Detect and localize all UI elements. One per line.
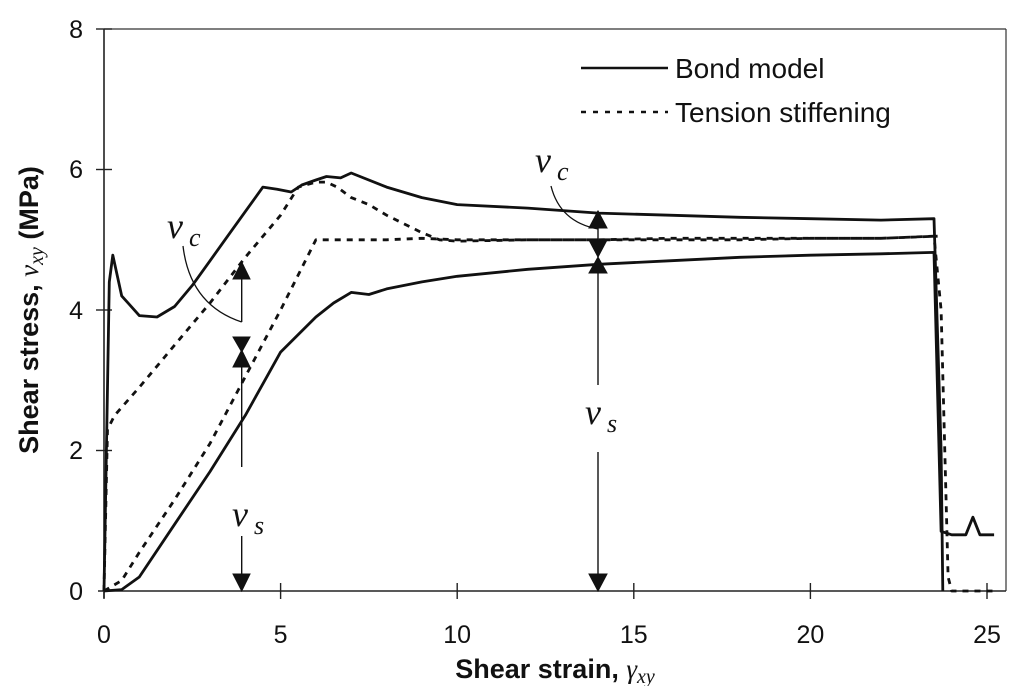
arrow-down-icon [232, 336, 251, 354]
series-layer [102, 171, 995, 593]
annotation-left [182, 245, 251, 593]
y-ticks [96, 28, 112, 452]
series-line-2 [102, 180, 995, 593]
x-tick-labels: 0 5 10 15 20 25 [97, 621, 1001, 649]
arrow-up-icon [588, 255, 608, 274]
svg-text:0: 0 [97, 621, 111, 649]
plot-frame [98, 28, 1007, 598]
svg-text:6: 6 [69, 156, 83, 184]
legend-label-bond-model: Bond model [675, 53, 824, 84]
svg-text:8: 8 [69, 16, 83, 44]
arrow-down-icon [232, 573, 251, 593]
y-tick-labels: 0 2 4 6 8 [69, 16, 83, 606]
y-axis-title: Shear stress, vxy (MPa) [14, 166, 48, 454]
arrow-up-icon [232, 348, 251, 368]
annotation-right [550, 185, 608, 593]
svg-text:10: 10 [443, 621, 471, 649]
series-line-1 [103, 251, 995, 593]
svg-text:15: 15 [620, 621, 648, 649]
arrow-down-icon [588, 573, 608, 593]
svg-text:5: 5 [274, 621, 288, 649]
svg-text:25: 25 [973, 621, 1001, 649]
svg-text:0: 0 [69, 578, 83, 606]
legend-label-tension-stiffening: Tension stiffening [675, 97, 891, 128]
svg-text:2: 2 [69, 437, 83, 465]
svg-text:4: 4 [69, 297, 83, 325]
series-line-3 [103, 234, 938, 593]
arrow-up-icon [232, 260, 251, 280]
svg-text:20: 20 [796, 621, 824, 649]
series-line-0 [102, 171, 945, 592]
arrow-up-icon [588, 209, 608, 229]
x-axis-title: Shear strain, γxy [455, 654, 655, 686]
arrow-down-icon [588, 239, 608, 259]
legend: Bond model Tension stiffening [581, 53, 891, 128]
